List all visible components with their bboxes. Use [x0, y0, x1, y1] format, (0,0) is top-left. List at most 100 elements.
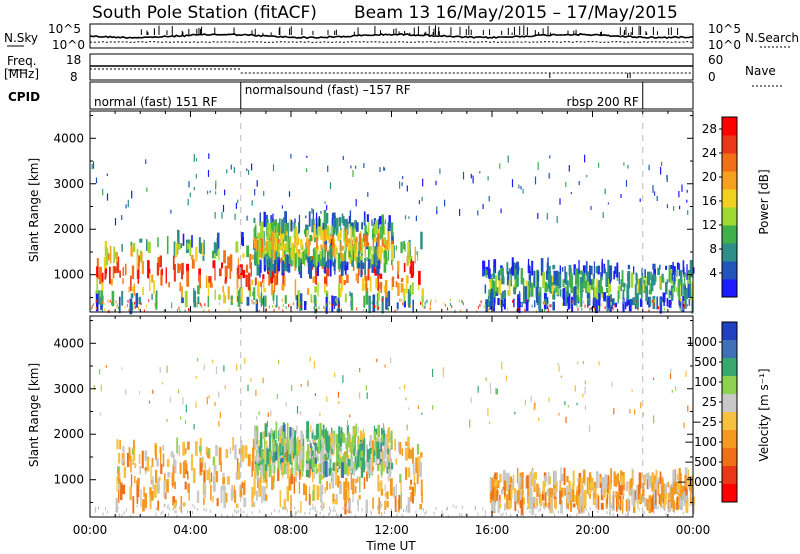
velocity-echo-cell [118, 471, 121, 479]
power-echo-cell [421, 288, 424, 302]
velocity-ground-scatter [136, 504, 138, 508]
power-sparse-echo [584, 154, 586, 163]
power-ground-scatter [610, 298, 612, 302]
velocity-echo-cell [311, 466, 314, 483]
power-sparse-echo [209, 190, 211, 193]
velocity-echo-cell [526, 475, 529, 489]
velocity-echo-cell [523, 497, 525, 505]
velocity-sparse-echo [404, 384, 406, 390]
velocity-echo-cell [527, 500, 529, 509]
power-echo-cell [676, 269, 678, 277]
power-echo-cell [191, 235, 193, 248]
power-echo-cell [236, 274, 239, 289]
power-echo-cell [304, 301, 307, 310]
power-echo-cell [510, 274, 513, 283]
power-sparse-echo [590, 206, 592, 210]
power-echo-cell [221, 262, 223, 269]
velocity-echo-cell [341, 431, 343, 442]
velocity-echo-cell [255, 464, 257, 469]
power-echo-cell [363, 211, 366, 226]
power-echo-cell [281, 219, 284, 236]
velocity-sparse-echo [685, 370, 687, 377]
power-sparse-echo [125, 204, 127, 209]
velocity-echo-cell [322, 424, 325, 439]
power-echo-cell [497, 298, 500, 305]
velocity-ground-scatter [205, 508, 207, 512]
power-echo-cell [374, 246, 378, 264]
velocity-echo-cell [508, 486, 511, 501]
power-echo-cell [319, 254, 323, 267]
power-echo-cell [331, 296, 335, 306]
power-echo-cell [595, 297, 598, 314]
nave-label: Nave [745, 64, 776, 78]
power-echo-cell [344, 251, 347, 262]
power-echo-cell [672, 288, 674, 294]
velocity-echo-cell [334, 499, 338, 505]
velocity-echo-cell [272, 432, 275, 439]
power-ground-scatter [631, 306, 633, 310]
power-colorbar-swatch [722, 171, 737, 190]
velocity-ground-scatter [670, 507, 672, 511]
velocity-ground-scatter [366, 511, 368, 515]
power-echo-cell [207, 278, 210, 296]
power-echo-cell [193, 287, 195, 303]
power-echo-cell [391, 244, 394, 260]
power-echo-cell [284, 223, 288, 242]
velocity-echo-cell [128, 447, 131, 461]
power-ground-scatter [258, 309, 260, 313]
power-echo-cell [113, 266, 117, 274]
power-sparse-echo [320, 210, 322, 214]
velocity-ground-scatter [689, 503, 691, 507]
velocity-ground-scatter [679, 505, 681, 509]
power-ground-scatter [253, 301, 255, 305]
velocity-echo-cell [243, 482, 245, 496]
velocity-ground-scatter [500, 513, 502, 516]
power-echo-cell [492, 273, 496, 278]
velocity-echo-cell [340, 446, 342, 455]
power-echo-cell [177, 243, 181, 250]
power-echo-cell [276, 226, 279, 239]
velocity-echo-cell [242, 445, 245, 462]
nsky-label: N.Sky [4, 31, 38, 45]
velocity-echo-cell [529, 487, 533, 502]
power-echo-cell [503, 290, 506, 299]
power-sparse-echo [479, 171, 481, 174]
power-ground-scatter [288, 304, 289, 308]
velocity-echo-cell [356, 451, 360, 468]
velocity-ground-scatter [550, 505, 551, 509]
velocity-echo-cell [549, 476, 552, 485]
velocity-colorbar-frame [721, 321, 738, 503]
velocity-sparse-echo [159, 367, 161, 373]
power-echo-cell [524, 286, 527, 300]
velocity-echo-cell [348, 502, 350, 512]
power-ground-scatter [593, 307, 595, 311]
power-ground-scatter [292, 302, 294, 306]
velocity-echo-cell [568, 486, 572, 493]
velocity-echo-cell [155, 444, 157, 460]
power-echo-cell [592, 274, 595, 286]
velocity-echo-cell [622, 499, 624, 514]
velocity-ground-scatter [236, 511, 238, 514]
power-echo-cell [638, 278, 642, 293]
power-echo-cell [257, 232, 261, 240]
power-ground-scatter [256, 298, 258, 302]
velocity-sparse-echo [432, 405, 434, 410]
velocity-ground-scatter [667, 509, 669, 513]
power-ground-scatter [548, 308, 550, 312]
velocity-echo-cell [419, 503, 423, 510]
velocity-ground-scatter [251, 511, 253, 515]
velocity-echo-cell [220, 486, 223, 504]
power-echo-cell [214, 252, 217, 259]
power-echo-cell [551, 282, 555, 288]
power-echo-cell [682, 260, 685, 272]
velocity-echo-cell [330, 433, 333, 452]
power-echo-cell [284, 295, 287, 304]
power-ground-scatter [274, 304, 276, 308]
power-echo-cell [298, 265, 300, 272]
power-sparse-echo [421, 196, 423, 202]
velocity-echo-cell [380, 434, 384, 443]
velocity-sparse-echo [184, 420, 187, 424]
power-echo-cell [322, 261, 325, 267]
power-echo-cell [367, 246, 370, 263]
power-ground-scatter [375, 305, 377, 309]
